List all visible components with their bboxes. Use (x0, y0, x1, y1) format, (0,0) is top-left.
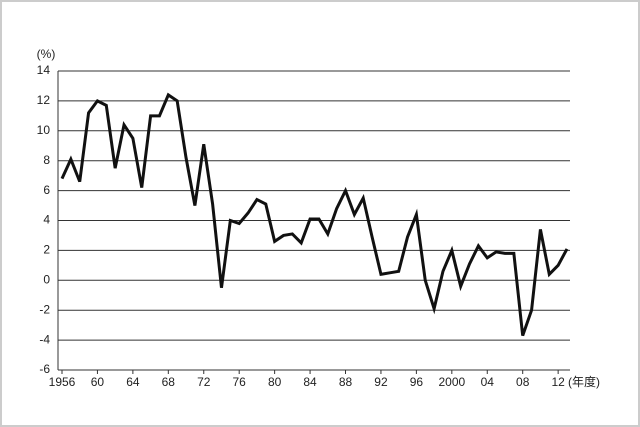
x-axis-label: (年度) (568, 374, 600, 389)
y-tick-label: 14 (37, 63, 51, 77)
y-tick-label: -2 (39, 302, 50, 316)
x-tick-label: 1956 (49, 375, 76, 389)
x-tick-label: 92 (374, 375, 388, 389)
x-tick-label: 08 (516, 375, 530, 389)
x-tick-label: 68 (162, 375, 176, 389)
y-tick-label: 12 (37, 93, 51, 107)
x-tick-label: 64 (126, 375, 140, 389)
line-series (60, 92, 569, 337)
x-tick-label: 76 (233, 375, 247, 389)
y-tick-label: 2 (43, 243, 50, 257)
x-tick-label: 04 (481, 375, 495, 389)
x-tick-label: 96 (410, 375, 424, 389)
y-tick-label: 4 (43, 213, 50, 227)
x-tick-label: 2000 (438, 375, 465, 389)
y-axis-label: (%) (37, 47, 56, 61)
x-tick-label: 80 (268, 375, 282, 389)
y-tick-label: -4 (39, 332, 50, 346)
x-tick-label: 84 (303, 375, 317, 389)
x-tick-label: 72 (197, 375, 211, 389)
y-tick-label: -6 (39, 362, 50, 376)
y-tick-label: 6 (43, 183, 50, 197)
x-tick-label: 12 (551, 375, 565, 389)
x-tick-label: 60 (91, 375, 105, 389)
y-tick-label: 10 (37, 123, 51, 137)
y-tick-label: 0 (43, 272, 50, 286)
x-tick-label: 88 (339, 375, 353, 389)
y-tick-label: 8 (43, 153, 50, 167)
